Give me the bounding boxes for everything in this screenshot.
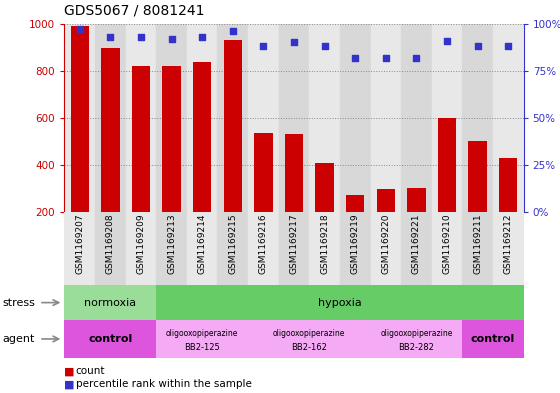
Bar: [371, 320, 463, 358]
Bar: [499, 158, 517, 259]
Point: [351, 54, 360, 61]
Point: [137, 34, 146, 40]
Text: ■: ■: [64, 379, 75, 389]
Text: oligooxopiperazine: oligooxopiperazine: [380, 329, 452, 338]
Bar: [248, 212, 279, 285]
Text: control: control: [471, 334, 515, 344]
Bar: [493, 24, 524, 212]
Bar: [125, 24, 156, 212]
Point: [412, 54, 421, 61]
Text: GSM1169210: GSM1169210: [442, 214, 451, 274]
Point: [290, 39, 298, 46]
Bar: [285, 134, 303, 259]
Text: GSM1169213: GSM1169213: [167, 214, 176, 274]
Text: BB2-162: BB2-162: [291, 343, 327, 352]
Bar: [95, 212, 125, 285]
Point: [473, 43, 482, 50]
Bar: [132, 66, 150, 259]
Bar: [340, 212, 371, 285]
Text: GSM1169220: GSM1169220: [381, 214, 390, 274]
Bar: [187, 212, 217, 285]
Bar: [156, 320, 248, 358]
Text: hypoxia: hypoxia: [318, 298, 362, 308]
Bar: [125, 212, 156, 285]
Text: control: control: [88, 334, 133, 344]
Bar: [95, 24, 125, 212]
Point: [320, 43, 329, 50]
Point: [167, 35, 176, 42]
Bar: [309, 24, 340, 212]
Text: GSM1169219: GSM1169219: [351, 214, 360, 274]
Bar: [279, 212, 309, 285]
Bar: [217, 24, 248, 212]
Bar: [156, 24, 187, 212]
Bar: [248, 24, 279, 212]
Text: BB2-125: BB2-125: [184, 343, 220, 352]
Bar: [187, 24, 217, 212]
Bar: [162, 66, 181, 259]
Text: ■: ■: [64, 366, 75, 376]
Bar: [248, 320, 371, 358]
Bar: [371, 212, 401, 285]
Bar: [101, 48, 119, 259]
Bar: [401, 24, 432, 212]
Bar: [64, 24, 95, 212]
Bar: [279, 24, 309, 212]
Point: [75, 26, 84, 32]
Bar: [346, 195, 365, 259]
Bar: [407, 188, 426, 259]
Bar: [71, 26, 89, 259]
Text: percentile rank within the sample: percentile rank within the sample: [76, 379, 251, 389]
Bar: [463, 212, 493, 285]
Bar: [438, 118, 456, 259]
Text: GSM1169221: GSM1169221: [412, 214, 421, 274]
Bar: [432, 212, 463, 285]
Text: normoxia: normoxia: [84, 298, 137, 308]
Bar: [217, 212, 248, 285]
Text: GSM1169211: GSM1169211: [473, 214, 482, 274]
Bar: [340, 24, 371, 212]
Text: count: count: [76, 366, 105, 376]
Text: GSM1169208: GSM1169208: [106, 214, 115, 274]
Text: stress: stress: [3, 298, 36, 308]
Bar: [254, 133, 273, 259]
Text: oligooxopiperazine: oligooxopiperazine: [273, 329, 346, 338]
Point: [228, 28, 237, 34]
Bar: [309, 212, 340, 285]
Bar: [193, 62, 211, 259]
Bar: [463, 24, 493, 212]
Text: GSM1169216: GSM1169216: [259, 214, 268, 274]
Bar: [469, 141, 487, 259]
Bar: [156, 212, 187, 285]
Bar: [493, 212, 524, 285]
Bar: [64, 212, 95, 285]
Text: agent: agent: [3, 334, 35, 344]
Point: [442, 37, 451, 44]
Point: [381, 54, 390, 61]
Bar: [371, 24, 401, 212]
Text: GSM1169215: GSM1169215: [228, 214, 237, 274]
Bar: [64, 285, 156, 320]
Point: [198, 34, 207, 40]
Bar: [223, 40, 242, 259]
Text: GSM1169209: GSM1169209: [137, 214, 146, 274]
Point: [106, 34, 115, 40]
Bar: [377, 189, 395, 259]
Point: [504, 43, 513, 50]
Text: GSM1169214: GSM1169214: [198, 214, 207, 274]
Bar: [463, 320, 524, 358]
Bar: [432, 24, 463, 212]
Bar: [315, 163, 334, 259]
Bar: [64, 320, 156, 358]
Text: GSM1169217: GSM1169217: [290, 214, 298, 274]
Text: GDS5067 / 8081241: GDS5067 / 8081241: [64, 4, 205, 18]
Text: GSM1169212: GSM1169212: [504, 214, 513, 274]
Text: oligooxopiperazine: oligooxopiperazine: [166, 329, 239, 338]
Text: BB2-282: BB2-282: [399, 343, 435, 352]
Point: [259, 43, 268, 50]
Bar: [156, 285, 524, 320]
Text: GSM1169218: GSM1169218: [320, 214, 329, 274]
Text: GSM1169207: GSM1169207: [75, 214, 84, 274]
Bar: [401, 212, 432, 285]
